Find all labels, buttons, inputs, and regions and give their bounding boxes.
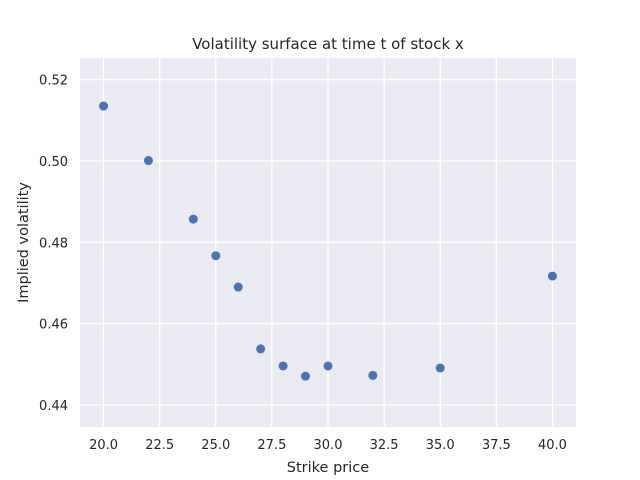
data-point xyxy=(301,371,311,381)
data-point xyxy=(368,370,378,380)
chart-title: Volatility surface at time t of stock x xyxy=(192,35,464,53)
x-tick-label: 20.0 xyxy=(89,438,118,453)
x-tick-label: 30.0 xyxy=(314,438,343,453)
data-point xyxy=(233,282,243,292)
data-point xyxy=(323,361,333,371)
y-tick-labels: 0.44 0.46 0.48 0.50 0.52 xyxy=(39,74,68,414)
data-point xyxy=(547,271,557,281)
x-axis-label: Strike price xyxy=(287,460,369,476)
x-tick-labels: 20.0 22.5 25.0 27.5 30.0 32.5 35.0 37.5 40.0 xyxy=(89,438,567,453)
y-axis-label: Implied volatility xyxy=(16,182,32,303)
x-tick-label: 22.5 xyxy=(145,438,174,453)
x-tick-label: 32.5 xyxy=(370,438,399,453)
data-point xyxy=(278,361,288,371)
x-tick-label: 37.5 xyxy=(482,438,511,453)
x-tick-label: 40.0 xyxy=(538,438,567,453)
y-tick-label: 0.44 xyxy=(39,399,68,414)
grid xyxy=(80,58,576,427)
data-point xyxy=(211,251,221,261)
data-point xyxy=(188,214,198,224)
data-points xyxy=(99,101,557,381)
y-tick-label: 0.50 xyxy=(39,155,68,170)
y-tick-label: 0.52 xyxy=(39,74,68,89)
data-point xyxy=(143,156,153,166)
data-point xyxy=(435,363,445,373)
y-tick-label: 0.48 xyxy=(39,236,68,251)
data-point xyxy=(256,344,266,354)
y-tick-label: 0.46 xyxy=(39,318,68,333)
x-tick-label: 25.0 xyxy=(201,438,230,453)
x-tick-label: 27.5 xyxy=(257,438,286,453)
x-tick-label: 35.0 xyxy=(426,438,455,453)
data-point xyxy=(99,101,109,111)
